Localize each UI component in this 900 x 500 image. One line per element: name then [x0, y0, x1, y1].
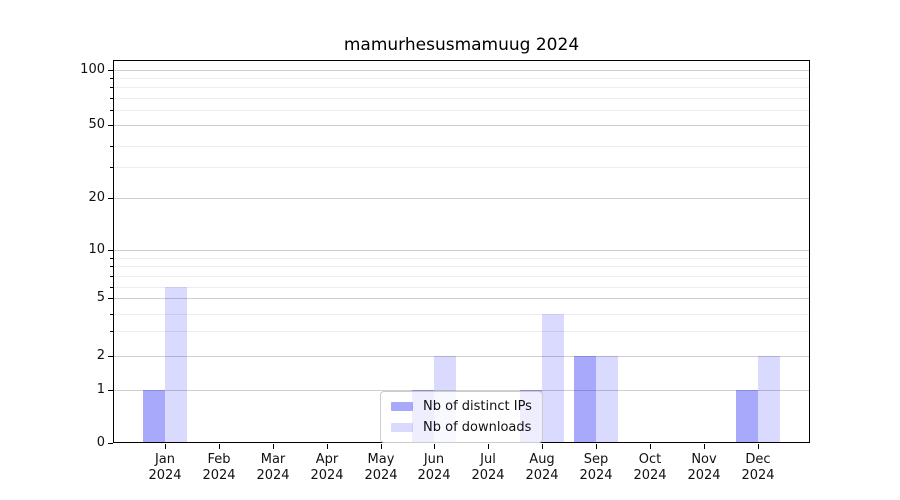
y-tick-label: 20	[88, 190, 105, 205]
major-gridline	[114, 125, 809, 126]
x-tick-label: Apr 2024	[310, 452, 344, 483]
x-tick-label: Feb 2024	[202, 452, 236, 483]
y-axis-minor-tick	[110, 78, 113, 79]
x-tick-label: Oct 2024	[633, 452, 667, 483]
plot-area	[113, 60, 810, 443]
x-axis-tick	[165, 444, 167, 449]
y-tick-label: 10	[88, 242, 105, 257]
legend-label-distinct-ips: Nb of distinct IPs	[423, 399, 532, 414]
y-axis-tick	[108, 124, 113, 126]
x-axis-tick	[381, 444, 383, 449]
y-axis-tick	[108, 297, 113, 299]
minor-gridline	[114, 146, 809, 147]
bar-distinct-ips	[574, 356, 596, 443]
minor-gridline	[114, 98, 809, 99]
x-tick-label: Jul 2024	[471, 452, 505, 483]
y-tick-label: 1	[96, 382, 105, 397]
y-axis-minor-tick	[110, 331, 113, 332]
x-axis-tick	[542, 444, 544, 449]
bar-distinct-ips	[143, 390, 165, 443]
major-gridline	[114, 70, 809, 71]
x-tick-label: Jun 2024	[417, 452, 451, 483]
minor-gridline	[114, 287, 809, 288]
x-axis-tick	[434, 444, 436, 449]
y-axis-minor-tick	[110, 287, 113, 288]
legend-swatch-distinct-ips-icon	[391, 402, 413, 411]
legend-item-distinct-ips: Nb of distinct IPs	[391, 399, 532, 414]
y-axis-minor-tick	[110, 266, 113, 267]
y-axis-minor-tick	[110, 167, 113, 168]
minor-gridline	[114, 167, 809, 168]
legend-label-downloads: Nb of downloads	[423, 420, 532, 435]
y-tick-label: 0	[96, 435, 105, 450]
x-axis-tick	[219, 444, 221, 449]
y-axis-tick	[108, 197, 113, 199]
bar-downloads	[542, 314, 564, 443]
x-tick-label: Jan 2024	[148, 452, 182, 483]
major-gridline	[114, 298, 809, 299]
minor-gridline	[114, 258, 809, 259]
y-axis-tick	[108, 442, 113, 444]
y-axis-minor-tick	[110, 276, 113, 277]
major-gridline	[114, 198, 809, 199]
bar-downloads	[165, 287, 187, 443]
x-axis-tick	[758, 444, 760, 449]
minor-gridline	[114, 331, 809, 332]
major-gridline	[114, 250, 809, 251]
minor-gridline	[114, 110, 809, 111]
y-axis-tick	[108, 69, 113, 71]
minor-gridline	[114, 87, 809, 88]
y-axis-tick	[108, 355, 113, 357]
x-axis-tick	[596, 444, 598, 449]
bar-downloads	[758, 356, 780, 443]
minor-gridline	[114, 276, 809, 277]
x-tick-label: Aug 2024	[525, 452, 559, 483]
x-axis-tick	[327, 444, 329, 449]
major-gridline	[114, 356, 809, 357]
y-tick-label: 2	[96, 348, 105, 363]
legend: Nb of distinct IPs Nb of downloads	[380, 391, 543, 443]
x-tick-label: Nov 2024	[687, 452, 721, 483]
x-tick-label: Sep 2024	[579, 452, 613, 483]
legend-item-downloads: Nb of downloads	[391, 420, 532, 435]
minor-gridline	[114, 314, 809, 315]
minor-gridline	[114, 78, 809, 79]
chart-title: mamurhesusmamuug 2024	[343, 35, 580, 55]
x-tick-label: May 2024	[364, 452, 398, 483]
minor-gridline	[114, 266, 809, 267]
y-axis-minor-tick	[110, 258, 113, 259]
x-axis-tick	[704, 444, 706, 449]
y-axis-minor-tick	[110, 98, 113, 99]
x-axis-tick	[488, 444, 490, 449]
y-tick-label: 5	[96, 290, 105, 305]
y-tick-label: 100	[80, 62, 105, 77]
y-axis-tick	[108, 249, 113, 251]
x-axis-tick	[650, 444, 652, 449]
y-tick-label: 50	[88, 117, 105, 132]
x-axis-tick	[273, 444, 275, 449]
x-tick-label: Mar 2024	[256, 452, 290, 483]
y-axis-minor-tick	[110, 314, 113, 315]
y-axis-minor-tick	[110, 87, 113, 88]
y-axis-tick	[108, 389, 113, 391]
bar-distinct-ips	[736, 390, 758, 443]
major-gridline	[114, 390, 809, 391]
y-axis-minor-tick	[110, 146, 113, 147]
legend-swatch-downloads-icon	[391, 423, 413, 432]
bar-downloads	[596, 356, 618, 443]
y-axis-minor-tick	[110, 110, 113, 111]
x-tick-label: Dec 2024	[741, 452, 775, 483]
